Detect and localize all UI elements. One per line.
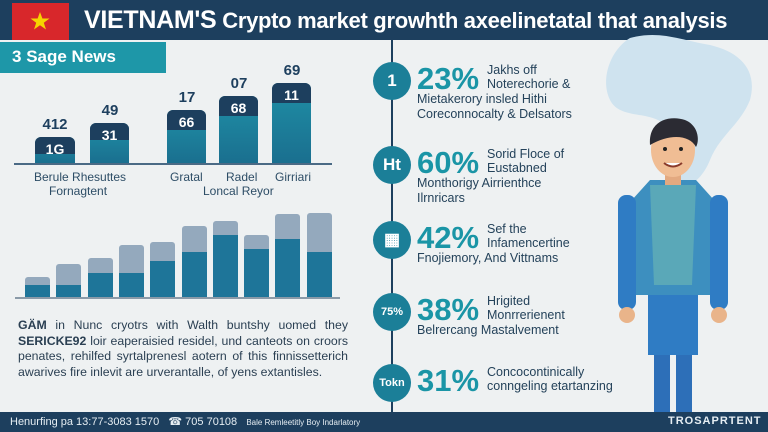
stat-line: Jakhs off [487, 63, 537, 77]
stat-line: Sorid Floce of [487, 147, 565, 161]
bar-value-label: 412 [42, 116, 68, 133]
bar: 66 [167, 110, 206, 163]
footer-phone: 705 70108 [185, 416, 238, 428]
bar: 11 [272, 83, 311, 163]
bar-inner [244, 249, 270, 297]
timeline-icon: 75% [373, 293, 411, 331]
phone-icon: ☎ [168, 416, 183, 428]
stat-line: Infamencertine [487, 236, 570, 250]
chart-baseline [14, 163, 332, 165]
stat-line: Fnojiemory, And Vittnams [417, 251, 559, 265]
stat-percent: 38% [417, 292, 480, 327]
number-3-icon: 3 [12, 47, 27, 66]
header-bar [0, 0, 768, 40]
bar-inner [56, 285, 82, 297]
category-label: Gratal [170, 170, 203, 184]
bar-inner-label: 11 [272, 83, 311, 103]
stat-percent: 31% [417, 363, 480, 398]
bar-inner-label: 1G [35, 137, 75, 157]
body-paragraph: GÄM in Nunc cryotrs with Walth buntshy u… [18, 318, 348, 380]
bar-inner [118, 273, 144, 297]
title-strong: VIETNAM'S [84, 6, 217, 34]
stat-line: Mietakerory insled Hithi [417, 92, 547, 106]
category-label: Girriari [275, 170, 311, 184]
timeline-icon: 1 [373, 62, 411, 100]
star-icon [30, 12, 50, 30]
stat-line: Sef the [487, 222, 527, 236]
stat-percent: 42% [417, 220, 480, 255]
person-illustration [618, 118, 728, 412]
timeline-icon: ▦ [373, 221, 411, 259]
footer-contact: Henurfing pa 13:77-3083 1570 [10, 416, 160, 428]
chart2-baseline [15, 297, 340, 299]
bar: 31 [90, 123, 129, 163]
banner-label: Sage News [26, 47, 116, 66]
stat-line: Hrigited [487, 294, 531, 308]
bar-value-label: 17 [178, 89, 196, 106]
bar-inner [150, 261, 176, 297]
bar-value-label: 07 [230, 75, 248, 92]
bar-inner [306, 252, 332, 297]
bar-inner-label: 68 [219, 96, 258, 116]
category-label: Loncal Reyor [203, 184, 274, 198]
news-banner: 3 Sage News [0, 42, 166, 73]
stat-line: Concocontinically [487, 365, 585, 379]
vietnam-flag [12, 3, 69, 40]
stat-line: Eustabned [487, 161, 547, 175]
stat-line: Coreconnocalty & Delsators [417, 107, 572, 121]
category-label: Fornagtent [49, 184, 108, 198]
bar-inner-label: 66 [167, 110, 206, 130]
footer-bar: Henurfing pa 13:77-3083 1570 ☎ 705 70108… [0, 412, 768, 432]
brand-logo: TROSAPRTENT [668, 415, 762, 427]
bar-inner [275, 239, 301, 297]
stat-percent: 60% [417, 145, 480, 180]
timeline-icon: Ht [373, 146, 411, 184]
stat-line: Monthorigy Airrienthce [417, 176, 542, 190]
bar-inner [181, 252, 207, 297]
stat-line: conngeling etartanzing [487, 379, 613, 393]
stat-percent: 23% [417, 61, 480, 96]
bar-inner [87, 273, 113, 297]
vietnam-map [606, 35, 752, 187]
stat-line: Noterechorie & [487, 77, 571, 91]
stat-line: Belrercang Mastalvement [417, 323, 559, 337]
lead-word-2: SERICKE92 [18, 333, 87, 348]
body-line: in Nunc cryotrs with Walth buntshy uomed… [55, 318, 348, 332]
category-label: Berule Rhesuttes [34, 170, 127, 184]
stat-line: Monrrerienent [487, 308, 565, 322]
bar-inner [25, 285, 50, 297]
bar-inner-label: 31 [90, 123, 129, 143]
bar: 1G [35, 137, 75, 163]
page-title: VIETNAM'S Crypto market growhth axeeline… [84, 6, 727, 35]
category-label: Radel [226, 170, 258, 184]
bar: 68 [219, 96, 258, 163]
title-rest: Crypto market growhth axeelinetatal that… [222, 8, 728, 33]
body-rest: loir eaperaisied residel, und canteots o… [18, 333, 348, 379]
bar-value-label: 49 [101, 102, 119, 119]
footer-note: Bale Remleetitly Boy Indarlatory [246, 418, 361, 427]
stat-line: Ilrnricars [417, 191, 465, 205]
lead-word: GÄM [18, 318, 47, 332]
bar-inner [212, 235, 238, 297]
bar-value-label: 69 [283, 62, 301, 79]
timeline-icon: Tokn [373, 364, 411, 402]
